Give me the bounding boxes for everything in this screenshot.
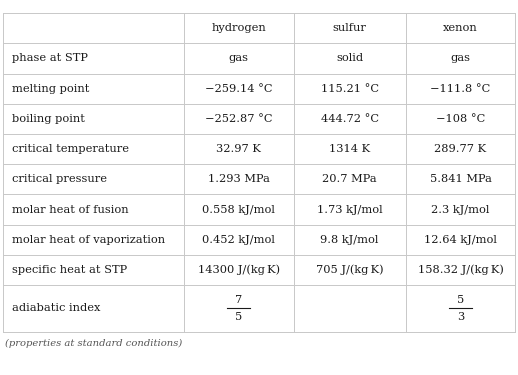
Text: 14300 J/(kg K): 14300 J/(kg K) — [198, 265, 280, 275]
Text: gas: gas — [451, 54, 470, 63]
Text: 0.558 kJ/mol: 0.558 kJ/mol — [203, 204, 275, 214]
Text: 12.64 kJ/mol: 12.64 kJ/mol — [424, 235, 497, 245]
Text: 0.452 kJ/mol: 0.452 kJ/mol — [203, 235, 275, 245]
Text: 5: 5 — [235, 312, 242, 322]
Text: sulfur: sulfur — [333, 23, 367, 33]
Text: 3: 3 — [457, 312, 464, 322]
Text: −108 °C: −108 °C — [436, 114, 485, 124]
Text: adiabatic index: adiabatic index — [12, 303, 100, 313]
Text: 7: 7 — [235, 295, 242, 305]
Text: 2.3 kJ/mol: 2.3 kJ/mol — [431, 204, 490, 214]
Text: 32.97 K: 32.97 K — [217, 144, 261, 154]
Text: gas: gas — [229, 54, 249, 63]
Text: 1314 K: 1314 K — [329, 144, 370, 154]
Text: xenon: xenon — [443, 23, 478, 33]
Text: critical pressure: critical pressure — [12, 174, 107, 184]
Text: phase at STP: phase at STP — [12, 54, 88, 63]
Text: 20.7 MPa: 20.7 MPa — [322, 174, 377, 184]
Text: (properties at standard conditions): (properties at standard conditions) — [5, 339, 182, 348]
Text: molar heat of vaporization: molar heat of vaporization — [12, 235, 165, 245]
Text: melting point: melting point — [12, 84, 89, 94]
Text: −111.8 °C: −111.8 °C — [430, 84, 491, 94]
Text: 289.77 K: 289.77 K — [435, 144, 486, 154]
Text: specific heat at STP: specific heat at STP — [12, 265, 127, 275]
Text: 444.72 °C: 444.72 °C — [321, 114, 379, 124]
Text: critical temperature: critical temperature — [12, 144, 129, 154]
Text: 115.21 °C: 115.21 °C — [321, 84, 379, 94]
Text: 1.73 kJ/mol: 1.73 kJ/mol — [317, 204, 382, 214]
Text: boiling point: boiling point — [12, 114, 85, 124]
Text: 1.293 MPa: 1.293 MPa — [208, 174, 270, 184]
Text: solid: solid — [336, 54, 363, 63]
Text: 705 J/(kg K): 705 J/(kg K) — [316, 265, 383, 275]
Text: 9.8 kJ/mol: 9.8 kJ/mol — [321, 235, 379, 245]
Text: 5.841 MPa: 5.841 MPa — [429, 174, 492, 184]
Text: hydrogen: hydrogen — [211, 23, 266, 33]
Text: molar heat of fusion: molar heat of fusion — [12, 204, 128, 214]
Text: 158.32 J/(kg K): 158.32 J/(kg K) — [418, 265, 503, 275]
Text: 5: 5 — [457, 295, 464, 305]
Text: −252.87 °C: −252.87 °C — [205, 114, 272, 124]
Text: −259.14 °C: −259.14 °C — [205, 84, 272, 94]
